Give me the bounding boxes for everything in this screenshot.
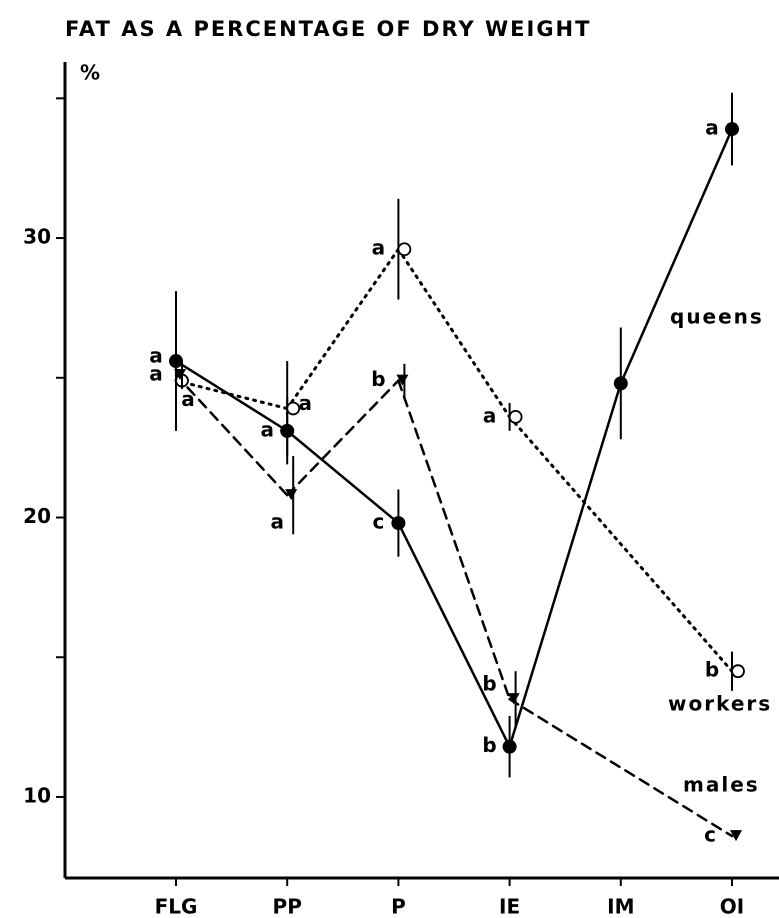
series-line-segment <box>174 379 289 411</box>
marker <box>396 374 409 386</box>
x-tick-label: OI <box>720 895 744 918</box>
x-tick-label: IM <box>607 895 634 918</box>
chart-title: FAT AS A PERCENTAGE OF DRY WEIGHT <box>65 17 591 41</box>
marker <box>502 739 517 754</box>
significance-letter: a <box>149 344 163 368</box>
significance-letter: a <box>149 361 163 385</box>
series-line-segment <box>619 127 734 385</box>
series-line-segment <box>285 379 400 497</box>
significance-letter: a <box>181 387 195 411</box>
significance-letter: b <box>371 367 385 391</box>
series-line-segment <box>508 415 734 673</box>
marker <box>286 401 301 416</box>
series-label: males <box>683 773 760 797</box>
series-line-segment <box>508 382 623 748</box>
significance-letter: a <box>483 403 497 427</box>
y-tick-label: 10 <box>23 783 51 807</box>
series-line-segment <box>397 521 511 748</box>
significance-letter: a <box>270 510 284 534</box>
series-line-segment <box>285 247 400 411</box>
significance-letter: a <box>705 116 719 140</box>
x-tick-label: FLG <box>155 895 198 918</box>
series-line-segment <box>396 247 512 419</box>
x-tick-label: PP <box>273 895 302 918</box>
significance-letter: b <box>705 658 719 682</box>
marker <box>507 693 520 705</box>
series-line-segment <box>285 429 400 525</box>
significance-letter: b <box>482 733 496 757</box>
significance-letter: a <box>260 417 274 441</box>
significance-letter: b <box>482 672 496 696</box>
significance-letter: c <box>372 510 384 534</box>
marker <box>725 122 739 137</box>
marker <box>285 489 298 501</box>
marker <box>731 664 745 679</box>
series-label: workers <box>668 692 772 716</box>
series-label: queens <box>670 305 764 329</box>
significance-letter: a <box>298 391 312 415</box>
series-line-segment <box>508 697 734 838</box>
y-tick-label: 20 <box>23 504 51 528</box>
y-axis-label: % <box>80 61 100 85</box>
x-tick-label: IE <box>499 895 520 918</box>
marker <box>730 830 742 842</box>
marker <box>613 376 628 391</box>
significance-letter: c <box>704 823 716 847</box>
marker <box>391 516 406 531</box>
y-tick-label: 30 <box>23 225 51 249</box>
x-tick-label: P <box>391 895 406 918</box>
marker <box>508 410 523 424</box>
series-line-segment <box>174 373 289 497</box>
marker <box>397 242 412 257</box>
series-line-segment <box>397 379 511 701</box>
significance-letter: a <box>372 236 386 260</box>
marker <box>174 368 186 380</box>
